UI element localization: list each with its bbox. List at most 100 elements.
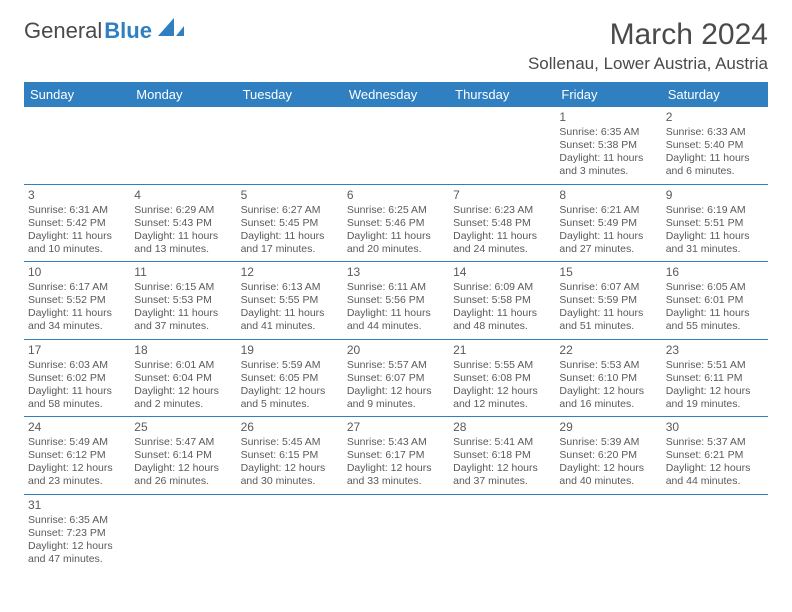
- day-dl2: and 34 minutes.: [28, 320, 126, 333]
- day-sunrise: Sunrise: 6:35 AM: [28, 514, 126, 527]
- day-sunset: Sunset: 5:40 PM: [666, 139, 764, 152]
- day-sunrise: Sunrise: 5:59 AM: [241, 359, 339, 372]
- day-sunrise: Sunrise: 5:45 AM: [241, 436, 339, 449]
- day-number: 2: [666, 110, 764, 125]
- day-dl1: Daylight: 11 hours: [453, 307, 551, 320]
- day-number: 15: [559, 265, 657, 280]
- calendar-day-cell: 5Sunrise: 6:27 AMSunset: 5:45 PMDaylight…: [237, 184, 343, 262]
- logo-text-blue: Blue: [104, 18, 152, 44]
- day-dl1: Daylight: 12 hours: [559, 385, 657, 398]
- day-sunrise: Sunrise: 6:25 AM: [347, 204, 445, 217]
- day-number: 22: [559, 343, 657, 358]
- day-sunrise: Sunrise: 6:13 AM: [241, 281, 339, 294]
- day-number: 3: [28, 188, 126, 203]
- day-number: 6: [347, 188, 445, 203]
- day-sunset: Sunset: 6:08 PM: [453, 372, 551, 385]
- day-number: 8: [559, 188, 657, 203]
- day-number: 18: [134, 343, 232, 358]
- calendar-week-row: 10Sunrise: 6:17 AMSunset: 5:52 PMDayligh…: [24, 262, 768, 340]
- day-dl1: Daylight: 12 hours: [453, 462, 551, 475]
- calendar-day-cell: 2Sunrise: 6:33 AMSunset: 5:40 PMDaylight…: [662, 107, 768, 184]
- calendar-week-row: 31Sunrise: 6:35 AMSunset: 7:23 PMDayligh…: [24, 494, 768, 571]
- logo-sail-icon: [158, 18, 184, 44]
- day-dl1: Daylight: 11 hours: [559, 307, 657, 320]
- day-number: 17: [28, 343, 126, 358]
- calendar-day-cell: 29Sunrise: 5:39 AMSunset: 6:20 PMDayligh…: [555, 417, 661, 495]
- day-dl1: Daylight: 11 hours: [28, 230, 126, 243]
- day-sunset: Sunset: 7:23 PM: [28, 527, 126, 540]
- calendar-day-cell: 20Sunrise: 5:57 AMSunset: 6:07 PMDayligh…: [343, 339, 449, 417]
- calendar-day-cell: 12Sunrise: 6:13 AMSunset: 5:55 PMDayligh…: [237, 262, 343, 340]
- day-sunset: Sunset: 6:05 PM: [241, 372, 339, 385]
- day-number: 12: [241, 265, 339, 280]
- calendar-body: 1Sunrise: 6:35 AMSunset: 5:38 PMDaylight…: [24, 107, 768, 571]
- title-block: March 2024 Sollenau, Lower Austria, Aust…: [528, 18, 768, 74]
- calendar-day-cell: 21Sunrise: 5:55 AMSunset: 6:08 PMDayligh…: [449, 339, 555, 417]
- calendar-day-cell: 8Sunrise: 6:21 AMSunset: 5:49 PMDaylight…: [555, 184, 661, 262]
- day-sunset: Sunset: 5:53 PM: [134, 294, 232, 307]
- day-sunrise: Sunrise: 6:15 AM: [134, 281, 232, 294]
- day-dl2: and 48 minutes.: [453, 320, 551, 333]
- day-sunset: Sunset: 6:02 PM: [28, 372, 126, 385]
- day-dl1: Daylight: 12 hours: [666, 462, 764, 475]
- day-sunset: Sunset: 5:45 PM: [241, 217, 339, 230]
- day-number: 27: [347, 420, 445, 435]
- day-sunrise: Sunrise: 6:01 AM: [134, 359, 232, 372]
- day-number: 29: [559, 420, 657, 435]
- day-dl2: and 47 minutes.: [28, 553, 126, 566]
- day-sunset: Sunset: 5:56 PM: [347, 294, 445, 307]
- calendar-day-cell: 13Sunrise: 6:11 AMSunset: 5:56 PMDayligh…: [343, 262, 449, 340]
- day-dl2: and 9 minutes.: [347, 398, 445, 411]
- day-dl1: Daylight: 11 hours: [28, 385, 126, 398]
- day-number: 26: [241, 420, 339, 435]
- calendar-day-cell: 25Sunrise: 5:47 AMSunset: 6:14 PMDayligh…: [130, 417, 236, 495]
- calendar-day-cell: 28Sunrise: 5:41 AMSunset: 6:18 PMDayligh…: [449, 417, 555, 495]
- calendar-table: SundayMondayTuesdayWednesdayThursdayFrid…: [24, 82, 768, 571]
- day-sunrise: Sunrise: 5:37 AM: [666, 436, 764, 449]
- calendar-week-row: 1Sunrise: 6:35 AMSunset: 5:38 PMDaylight…: [24, 107, 768, 184]
- calendar-day-cell: [24, 107, 130, 184]
- day-number: 13: [347, 265, 445, 280]
- day-number: 5: [241, 188, 339, 203]
- day-dl1: Daylight: 12 hours: [134, 462, 232, 475]
- day-number: 28: [453, 420, 551, 435]
- day-dl2: and 44 minutes.: [666, 475, 764, 488]
- day-sunset: Sunset: 5:59 PM: [559, 294, 657, 307]
- day-sunrise: Sunrise: 5:41 AM: [453, 436, 551, 449]
- day-number: 19: [241, 343, 339, 358]
- day-sunset: Sunset: 5:46 PM: [347, 217, 445, 230]
- weekday-header: Thursday: [449, 82, 555, 107]
- day-dl2: and 17 minutes.: [241, 243, 339, 256]
- location: Sollenau, Lower Austria, Austria: [528, 54, 768, 74]
- calendar-day-cell: 1Sunrise: 6:35 AMSunset: 5:38 PMDaylight…: [555, 107, 661, 184]
- day-number: 30: [666, 420, 764, 435]
- day-dl1: Daylight: 11 hours: [28, 307, 126, 320]
- calendar-day-cell: 16Sunrise: 6:05 AMSunset: 6:01 PMDayligh…: [662, 262, 768, 340]
- day-number: 14: [453, 265, 551, 280]
- day-number: 7: [453, 188, 551, 203]
- calendar-day-cell: 31Sunrise: 6:35 AMSunset: 7:23 PMDayligh…: [24, 494, 130, 571]
- day-sunset: Sunset: 5:43 PM: [134, 217, 232, 230]
- day-dl2: and 6 minutes.: [666, 165, 764, 178]
- day-sunrise: Sunrise: 6:19 AM: [666, 204, 764, 217]
- day-sunset: Sunset: 5:42 PM: [28, 217, 126, 230]
- day-sunrise: Sunrise: 5:47 AM: [134, 436, 232, 449]
- day-number: 4: [134, 188, 232, 203]
- day-dl1: Daylight: 12 hours: [241, 462, 339, 475]
- calendar-day-cell: [449, 107, 555, 184]
- day-sunset: Sunset: 6:21 PM: [666, 449, 764, 462]
- day-dl2: and 31 minutes.: [666, 243, 764, 256]
- day-dl2: and 33 minutes.: [347, 475, 445, 488]
- day-sunset: Sunset: 6:18 PM: [453, 449, 551, 462]
- calendar-day-cell: [343, 494, 449, 571]
- calendar-day-cell: 23Sunrise: 5:51 AMSunset: 6:11 PMDayligh…: [662, 339, 768, 417]
- weekday-header: Friday: [555, 82, 661, 107]
- day-dl1: Daylight: 12 hours: [453, 385, 551, 398]
- day-sunrise: Sunrise: 6:27 AM: [241, 204, 339, 217]
- day-dl1: Daylight: 12 hours: [347, 385, 445, 398]
- calendar-day-cell: [449, 494, 555, 571]
- day-number: 9: [666, 188, 764, 203]
- day-sunrise: Sunrise: 6:05 AM: [666, 281, 764, 294]
- day-sunrise: Sunrise: 5:51 AM: [666, 359, 764, 372]
- calendar-header-row: SundayMondayTuesdayWednesdayThursdayFrid…: [24, 82, 768, 107]
